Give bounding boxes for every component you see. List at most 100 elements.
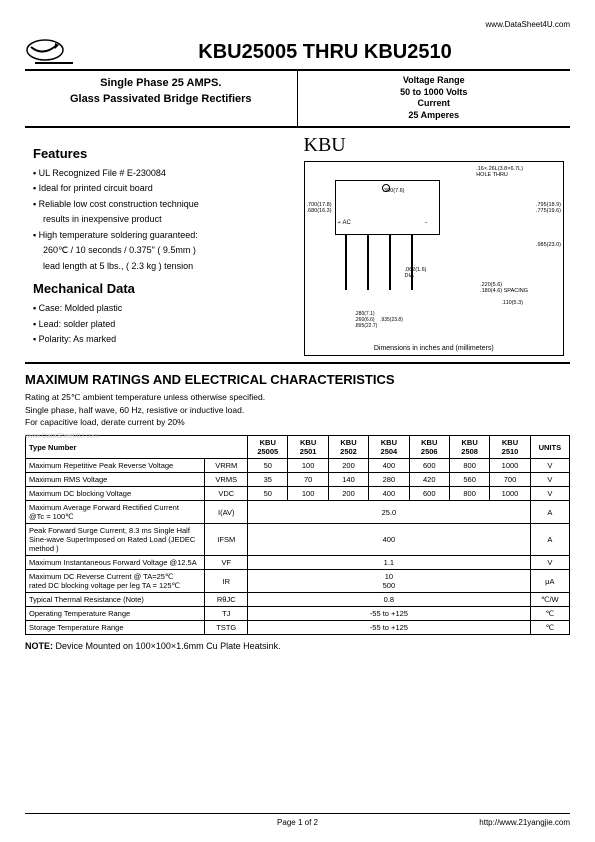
value-cell: 25.0 <box>248 501 531 524</box>
value-cell: 1000 <box>490 487 530 501</box>
unit-cell: A <box>530 501 569 524</box>
model-header: KBU 2502 <box>328 436 368 459</box>
model-header: KBU 2510 <box>490 436 530 459</box>
value-cell: 560 <box>449 473 489 487</box>
unit-cell: ℃ <box>530 607 569 621</box>
value-cell: 280 <box>369 473 409 487</box>
mech-item: Lead: solder plated <box>33 318 290 332</box>
unit-cell: V <box>530 473 569 487</box>
note-label: NOTE: <box>25 641 53 651</box>
unit-cell: V <box>530 459 569 473</box>
features-list: UL Recognized File # E-230084 Ideal for … <box>33 167 290 274</box>
param-cell: Storage Temperature Range <box>26 621 205 635</box>
voltage-range-label: Voltage Range <box>298 75 571 87</box>
subtitle-desc: Glass Passivated Bridge Rectifiers <box>25 93 297 105</box>
subtitle-amps: Single Phase 25 AMPS. <box>25 77 297 89</box>
header-row: KBU25005 THRU KBU2510 <box>25 37 570 71</box>
value-cell: 600 <box>409 459 449 473</box>
param-cell: Maximum Average Forward Rectified Curren… <box>26 501 205 524</box>
value-cell: 600 <box>409 487 449 501</box>
mech-list: Case: Molded plastic Lead: solder plated… <box>33 302 290 347</box>
param-cell: Typical Thermal Resistance (Note) <box>26 593 205 607</box>
param-cell: Maximum DC blocking Voltage <box>26 487 205 501</box>
value-cell: 10 500 <box>248 570 531 593</box>
mech-item: Case: Molded plastic <box>33 302 290 316</box>
table-row: Peak Forward Surge Current, 8.3 ms Singl… <box>26 524 570 556</box>
symbol-cell: IR <box>205 570 248 593</box>
ratings-table: Type Number KBU 25005 KBU 2501 KBU 2502 … <box>25 435 570 635</box>
dim-spacing: .220(5.6) .180(4.6) <box>480 282 502 294</box>
value-cell: 140 <box>328 473 368 487</box>
table-row: Maximum Repetitive Peak Reverse VoltageV… <box>26 459 570 473</box>
symbol-cell: IFSM <box>205 524 248 556</box>
mech-heading: Mechanical Data <box>33 281 290 296</box>
feature-item-sub: results in inexpensive product <box>33 213 290 227</box>
logo-icon <box>25 37 80 67</box>
ac-label: AC <box>343 220 351 226</box>
table-row: Maximum DC blocking VoltageVDC5010020040… <box>26 487 570 501</box>
current-label: Current <box>298 98 571 110</box>
model-header: KBU 2506 <box>409 436 449 459</box>
value-cell: 100 <box>288 487 328 501</box>
param-cell: Maximum DC Reverse Current @ TA=25℃ rate… <box>26 570 205 593</box>
table-row: Maximum RMS VoltageVRMS35701402804205607… <box>26 473 570 487</box>
unit-cell: A <box>530 524 569 556</box>
value-cell: 700 <box>490 473 530 487</box>
watermark: www.DataSheet4U.com <box>25 433 99 440</box>
dim-110: .110(5.3) <box>501 300 523 306</box>
table-header-row: Type Number KBU 25005 KBU 2501 KBU 2502 … <box>26 436 570 459</box>
symbol-cell: VF <box>205 556 248 570</box>
dim-795: .795(18.9) .775(19.6) <box>536 202 561 214</box>
table-row: Maximum Instantaneous Forward Voltage @1… <box>26 556 570 570</box>
value-cell: 0.8 <box>248 593 531 607</box>
ratings-heading: MAXIMUM RATINGS AND ELECTRICAL CHARACTER… <box>25 372 570 387</box>
symbol-cell: VDC <box>205 487 248 501</box>
value-cell: 420 <box>409 473 449 487</box>
value-cell: 35 <box>248 473 288 487</box>
value-cell: 50 <box>248 487 288 501</box>
feature-item-sub: lead length at 5 lbs., ( 2.3 kg ) tensio… <box>33 260 290 274</box>
value-cell: 800 <box>449 487 489 501</box>
param-cell: Peak Forward Surge Current, 8.3 ms Singl… <box>26 524 205 556</box>
value-cell: 400 <box>369 487 409 501</box>
symbol-cell: TSTG <box>205 621 248 635</box>
table-row: Maximum Average Forward Rectified Curren… <box>26 501 570 524</box>
diagram-caption: Dimensions in inches and (millimeters) <box>305 345 564 352</box>
feature-item: High temperature soldering guaranteed: <box>33 229 290 243</box>
main-title: KBU25005 THRU KBU2510 <box>80 41 570 64</box>
mid-section: Features UL Recognized File # E-230084 I… <box>25 128 570 364</box>
table-row: Storage Temperature RangeTSTG-55 to +125… <box>26 621 570 635</box>
feature-item-sub: 260℃ / 10 seconds / 0.375" ( 9.5mm ) <box>33 244 290 258</box>
symbol-cell: RθJC <box>205 593 248 607</box>
ratings-note2: Single phase, half wave, 60 Hz, resistiv… <box>25 404 570 417</box>
symbol-cell: I(AV) <box>205 501 248 524</box>
value-cell: -55 to +125 <box>248 621 531 635</box>
model-header: KBU 25005 <box>248 436 288 459</box>
units-header: UNITS <box>530 436 569 459</box>
value-cell: 70 <box>288 473 328 487</box>
unit-cell: ℃ <box>530 621 569 635</box>
value-cell: 1.1 <box>248 556 531 570</box>
feature-item: UL Recognized File # E-230084 <box>33 167 290 181</box>
table-row: Maximum DC Reverse Current @ TA=25℃ rate… <box>26 570 570 593</box>
value-cell: 1000 <box>490 459 530 473</box>
param-cell: Maximum Instantaneous Forward Voltage @1… <box>26 556 205 570</box>
subtitle-row: Single Phase 25 AMPS. Glass Passivated B… <box>25 71 570 128</box>
value-cell: -55 to +125 <box>248 607 531 621</box>
model-header: KBU 2508 <box>449 436 489 459</box>
param-cell: Operating Temperature Range <box>26 607 205 621</box>
value-cell: 400 <box>248 524 531 556</box>
table-row: Typical Thermal Resistance (Note)RθJC0.8… <box>26 593 570 607</box>
page-number: Page 1 of 2 <box>277 818 318 827</box>
note-line: NOTE: Device Mounted on 100×100×1.6mm Cu… <box>25 641 570 651</box>
value-cell: 100 <box>288 459 328 473</box>
mech-item: Polarity: As marked <box>33 333 290 347</box>
dim-985: .985(23.0) <box>536 242 561 248</box>
value-cell: 50 <box>248 459 288 473</box>
param-cell: Maximum RMS Voltage <box>26 473 205 487</box>
value-cell: 400 <box>369 459 409 473</box>
dim-holethru: .16×.26L(3.8×6.7L) HOLE THRU <box>476 166 523 178</box>
ratings-note1: Rating at 25℃ ambient temperature unless… <box>25 391 570 404</box>
note-text: Device Mounted on 100×100×1.6mm Cu Plate… <box>56 641 281 651</box>
symbol-cell: VRRM <box>205 459 248 473</box>
